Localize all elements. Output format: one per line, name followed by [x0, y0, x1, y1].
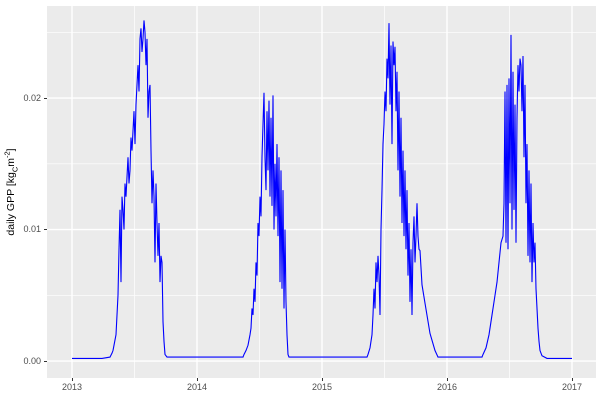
x-tick-label: 2013	[61, 382, 83, 392]
x-tick-mark	[321, 378, 323, 381]
plot-panel	[47, 6, 596, 378]
y-tick-mark	[44, 360, 47, 362]
y-tick-label: 0.02	[23, 92, 41, 103]
x-tick-mark	[446, 378, 448, 381]
y-tick-label: 0.00	[23, 355, 41, 366]
y-tick-label: 0.01	[23, 224, 41, 235]
y-axis-title-unit: m	[5, 158, 18, 167]
plot-svg	[47, 6, 596, 378]
y-axis-title-bracket: ]	[5, 148, 18, 152]
x-tick-mark	[571, 378, 573, 381]
x-tick-label: 2017	[561, 382, 583, 392]
y-axis-title-superscript: -2	[2, 151, 12, 158]
y-axis-title-subscript: C	[10, 166, 20, 173]
x-tick-mark	[196, 378, 198, 381]
x-tick-label: 2016	[436, 382, 458, 392]
gpp-line-series	[72, 20, 572, 359]
y-tick-mark	[44, 229, 47, 231]
x-tick-mark	[71, 378, 73, 381]
y-tick-mark	[44, 97, 47, 99]
y-axis-title: daily GPP [kgCm-2]	[3, 148, 20, 235]
x-tick-label: 2015	[311, 382, 333, 392]
x-tick-label: 2014	[186, 382, 208, 392]
